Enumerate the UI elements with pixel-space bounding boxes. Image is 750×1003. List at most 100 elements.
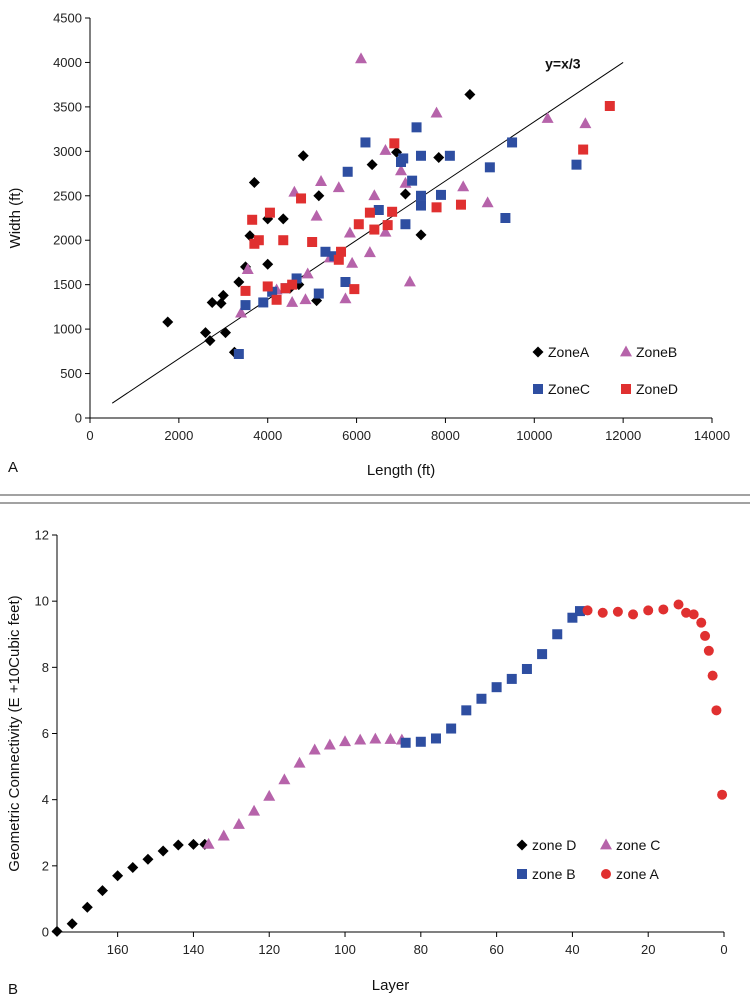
data-point [415,190,426,201]
y-tick-label: 4500 [53,11,82,26]
data-point [323,738,336,750]
x-tick-label: 20 [641,942,655,957]
data-point [232,817,245,829]
y-tick-label: 6 [42,726,49,741]
data-point [299,293,312,305]
legend-label: ZoneB [636,344,677,360]
data-point [658,604,669,615]
data-point [157,845,169,857]
data-point [369,224,380,235]
data-point [293,756,306,768]
data-point [491,682,502,693]
x-tick-label: 4000 [253,428,282,443]
data-point [379,225,392,237]
data-point [506,673,517,684]
data-point [415,150,426,161]
data-point [332,181,345,193]
trendline-label: y=x/3 [545,55,581,71]
data-point [320,246,331,257]
data-point [688,609,699,620]
data-point [313,288,324,299]
data-point [353,219,364,230]
legend-label: zone D [532,837,576,853]
data-point [200,327,212,339]
data-point [277,213,289,225]
data-point [500,213,511,223]
data-point [162,316,174,328]
x-tick-label: 12000 [605,428,641,443]
data-point [407,175,418,186]
y-tick-label: 3000 [53,144,82,159]
y-tick-label: 1000 [53,322,82,337]
data-point [297,150,309,162]
data-point [484,162,495,173]
data-point [278,235,289,246]
legend-label: ZoneC [548,381,590,397]
data-point [240,285,251,296]
data-point [336,246,347,257]
data-point [262,281,273,292]
data-point [360,137,371,148]
data-point [430,733,441,744]
x-tick-label: 160 [107,942,129,957]
series-zoned [240,101,615,305]
data-point [700,630,711,641]
data-point [717,789,728,800]
data-point [481,196,494,208]
data-point [112,870,124,882]
data-point [379,143,392,155]
chart-panel-a: 0 500 1000 1500 2000 2500 3000 3500 4000 4500 0 200… [7,11,730,480]
data-point [313,190,325,202]
data-point [280,283,291,294]
y-tick-label: 4000 [53,55,82,70]
data-point [241,263,254,274]
data-point [262,258,274,270]
y-tick-label: 0 [75,411,82,426]
data-point [431,202,442,213]
data-point [464,88,476,100]
data-point [286,295,299,307]
data-point [643,605,654,616]
legend-marker [600,838,612,850]
data-point [220,327,232,339]
legend-label: zone C [616,837,660,853]
x-tick-label: 0 [86,428,93,443]
series-zone-b [400,606,585,748]
data-point [455,199,466,210]
data-point [597,607,608,618]
legend-marker [620,345,632,357]
data-point [552,629,563,640]
data-point [258,297,269,308]
y-tick-label: 3500 [53,99,82,114]
legend-marker [517,869,527,879]
data-point [567,612,578,623]
panel-label: B [8,981,18,998]
legend: zone D zone C zone B zone A [516,837,660,882]
data-point [415,200,426,211]
legend-label: zone B [532,866,576,882]
data-point [368,189,381,201]
data-point [707,670,718,681]
data-point [271,294,282,305]
y-tick-label: 12 [35,528,49,543]
data-point [604,101,615,111]
data-point [612,606,623,617]
data-point [399,188,411,200]
legend-marker [516,839,528,851]
legend-marker [601,869,611,879]
data-point [307,237,318,247]
panel-label: A [8,459,18,476]
data-point [398,153,409,164]
data-point [578,144,589,155]
data-point [373,205,384,215]
x-tick-label: 120 [258,942,280,957]
data-point [204,335,216,347]
series-zone-a [582,599,728,800]
legend-marker [533,384,543,394]
data-point [315,175,328,186]
data-point [142,853,154,865]
data-point [253,235,264,246]
data-point [267,286,278,297]
data-point [248,176,260,188]
data-point [240,300,251,311]
